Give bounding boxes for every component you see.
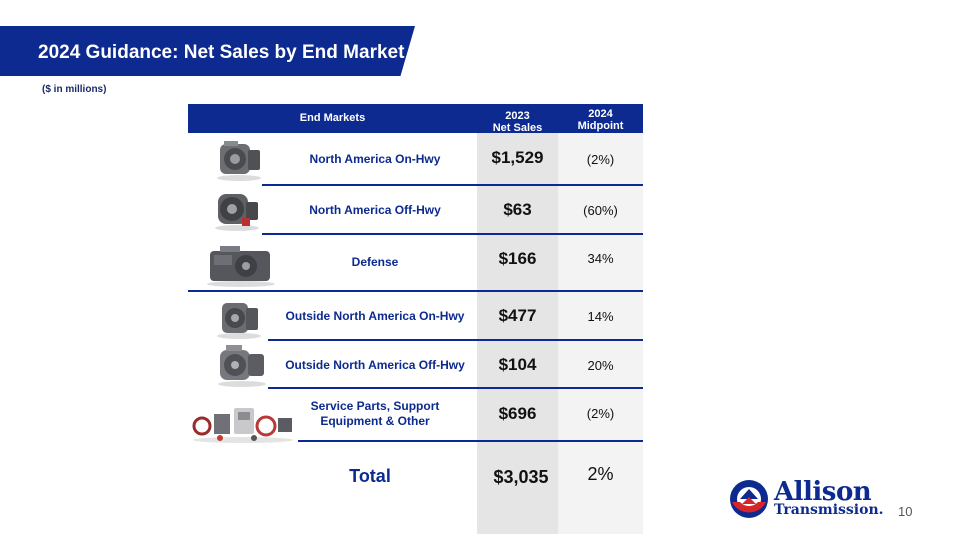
header-net-sales-year: 2023	[505, 110, 530, 122]
market-label: North America On-Hwy	[309, 152, 441, 166]
row-divider	[298, 440, 643, 442]
header-midpoint-year: 2024	[588, 108, 613, 120]
sales-value: $696	[498, 404, 537, 423]
row-divider	[262, 184, 643, 186]
sales-value: $166	[498, 249, 537, 268]
total-midpoint-value: 2%	[587, 464, 614, 484]
market-label: Outside North America On-Hwy	[285, 309, 465, 323]
row-divider	[188, 290, 643, 292]
row-divider	[262, 233, 643, 235]
total-sales-value: $3,035	[493, 467, 549, 487]
service-parts-image	[192, 408, 293, 443]
header-net-sales-label: Net Sales	[492, 122, 543, 134]
title-banner	[0, 26, 415, 76]
market-label: North America Off-Hwy	[309, 203, 441, 217]
market-label: Defense	[351, 255, 399, 269]
page-title: 2024 Guidance: Net Sales by End Market	[38, 42, 405, 63]
midpoint-value: (2%)	[586, 406, 615, 421]
midpoint-value: 34%	[587, 251, 614, 266]
page-number: 10	[898, 504, 913, 519]
market-label-line: Service Parts, Support	[310, 399, 440, 413]
midpoint-value: (60%)	[583, 203, 618, 218]
header-end-markets: End Markets	[299, 112, 366, 124]
brand-name: Allison	[774, 477, 872, 507]
transmission-image	[218, 345, 266, 387]
defense-transmission-image	[207, 246, 275, 287]
sales-value: $63	[503, 200, 532, 219]
transmission-image	[217, 141, 261, 181]
header-midpoint: 2024 Midpoint	[558, 108, 643, 132]
midpoint-value: (2%)	[586, 152, 615, 167]
midpoint-column-shade	[558, 133, 643, 534]
header-midpoint-label: Midpoint	[577, 120, 624, 132]
transmission-image	[217, 303, 261, 339]
brand-subname: Transmission.	[774, 502, 884, 518]
allison-logo-icon	[730, 480, 768, 518]
midpoint-value: 14%	[587, 309, 614, 324]
sales-column-shade	[477, 133, 558, 534]
market-label-multiline: Service Parts, Support Equipment & Other	[285, 399, 465, 429]
transmission-image	[215, 194, 259, 231]
midpoint-value: 20%	[587, 358, 614, 373]
table-header	[188, 104, 643, 133]
market-label-line: Equipment & Other	[320, 414, 430, 428]
sales-value: $104	[498, 355, 537, 374]
market-label: Outside North America Off-Hwy	[285, 358, 465, 372]
row-divider	[268, 387, 643, 389]
total-label: Total	[349, 466, 391, 486]
row-divider	[268, 339, 643, 341]
units-note: ($ in millions)	[42, 84, 107, 95]
sales-value: $477	[498, 306, 537, 325]
header-net-sales: 2023 Net Sales	[477, 110, 558, 134]
sales-value: $1,529	[491, 148, 544, 167]
